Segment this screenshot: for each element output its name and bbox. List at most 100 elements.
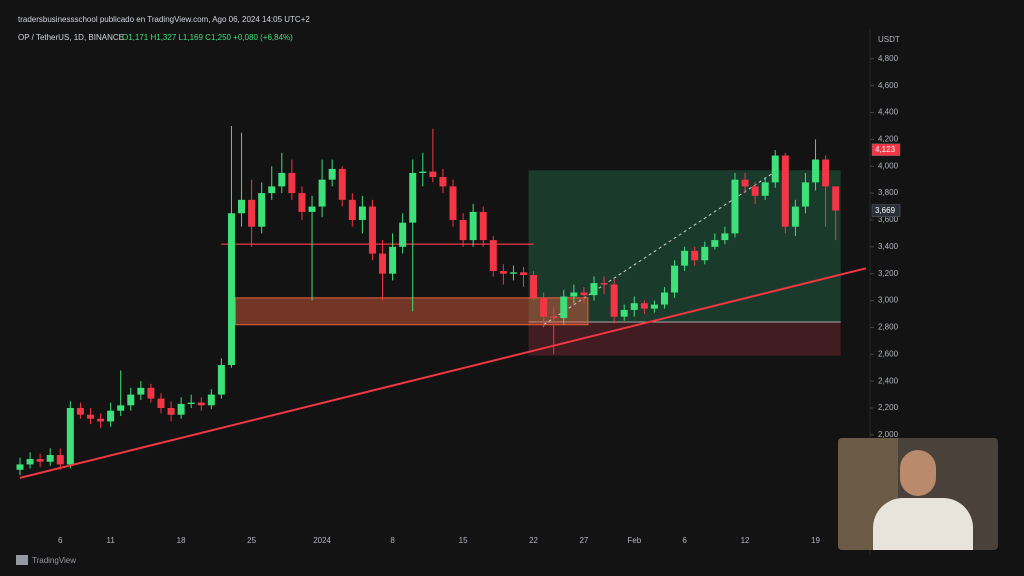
- candle-body: [147, 387, 155, 399]
- candle-body: [449, 186, 457, 220]
- candle-body: [298, 193, 306, 212]
- candle-body: [741, 179, 749, 187]
- candle-body: [97, 418, 105, 422]
- candle-body: [781, 155, 789, 227]
- candle-body: [832, 186, 840, 211]
- candle-body: [812, 159, 820, 183]
- y-tick-label: 3,800: [878, 188, 899, 197]
- candle-body: [399, 222, 407, 247]
- candle-body: [479, 211, 487, 241]
- candle-body: [429, 171, 437, 177]
- candle-body: [459, 219, 467, 241]
- candle-body: [489, 240, 497, 272]
- candle-body: [681, 250, 689, 266]
- candle-body: [288, 172, 296, 194]
- candle-body: [650, 304, 658, 309]
- candle-body: [389, 246, 397, 274]
- candle-body: [217, 365, 225, 395]
- candle-body: [731, 179, 739, 234]
- y-tick-label: 3,000: [878, 296, 899, 305]
- candle-body: [328, 168, 336, 180]
- candle-body: [711, 240, 719, 247]
- candle-body: [540, 297, 548, 317]
- candle-body: [318, 179, 326, 207]
- candle-body: [530, 275, 538, 298]
- candle-body: [157, 398, 165, 409]
- y-tick-label: 2,800: [878, 323, 899, 332]
- candle-body: [248, 199, 256, 227]
- candle-body: [721, 233, 729, 241]
- candle-body: [137, 387, 145, 395]
- x-tick-label: 6: [58, 536, 63, 545]
- projection: [543, 171, 776, 326]
- candle-body: [660, 292, 668, 305]
- candle-body: [16, 464, 24, 470]
- candle-body: [207, 394, 215, 406]
- x-tick-label: 11: [106, 536, 115, 545]
- candle-body: [509, 272, 517, 274]
- publisher: tradersbusinessschool publicado en Tradi…: [18, 15, 310, 24]
- candle-body: [56, 455, 64, 465]
- candle-body: [520, 272, 527, 276]
- candle-body: [550, 316, 558, 319]
- candle-body: [570, 292, 578, 297]
- y-tick-label: 2,600: [878, 349, 899, 358]
- y-tick-label: 2,000: [878, 430, 899, 439]
- candle-body: [197, 402, 205, 406]
- price-label: 3,669: [875, 206, 896, 215]
- candle-body: [167, 408, 175, 415]
- candle-body: [671, 265, 679, 293]
- candle-body: [751, 186, 759, 196]
- x-tick-label: 22: [529, 536, 538, 545]
- y-tick-label: 2,400: [878, 376, 899, 385]
- candle-body: [580, 292, 588, 296]
- candle-body: [268, 186, 276, 194]
- candle-body: [258, 193, 266, 227]
- candle-body: [791, 206, 799, 227]
- ohlc-info: O1,171 H1,327 L1,169 C1,250 +0,080 (+6,8…: [122, 33, 293, 42]
- candle-body: [227, 213, 235, 366]
- x-tick-label: 25: [247, 536, 256, 545]
- x-tick-label: 12: [741, 536, 750, 545]
- candle-body: [630, 303, 638, 310]
- price-label: 4,123: [875, 145, 896, 154]
- logo: [16, 555, 28, 565]
- candle-body: [620, 309, 628, 317]
- webcam-face: [900, 450, 936, 496]
- y-tick-label: 2,200: [878, 403, 899, 412]
- candle-body: [187, 402, 195, 404]
- candle-body: [238, 199, 246, 214]
- candle-body: [761, 182, 769, 196]
- candle-body: [640, 303, 648, 309]
- candle-body: [469, 211, 477, 241]
- x-tick-label: Feb: [627, 536, 641, 545]
- footer: TradingView: [32, 556, 76, 565]
- x-tick-label: 8: [390, 536, 395, 545]
- y-tick-label: 4,800: [878, 54, 899, 63]
- x-tick-label: 15: [459, 536, 468, 545]
- candle-body: [66, 408, 74, 465]
- price-label-bg: [871, 204, 901, 217]
- candle-body: [278, 172, 286, 187]
- x-tick-label: 19: [811, 536, 820, 545]
- candle-body: [107, 410, 115, 422]
- x-tick-label: 27: [579, 536, 588, 545]
- y-tick-label: 4,400: [878, 108, 899, 117]
- candle-body: [177, 403, 185, 415]
- candle-body: [127, 394, 135, 406]
- candle-body: [409, 172, 417, 223]
- y-tick-label: 4,600: [878, 81, 899, 90]
- candle-body: [368, 206, 376, 254]
- price-label-bg: [871, 143, 901, 156]
- candle-body: [358, 206, 366, 220]
- y-tick-label: 4,000: [878, 161, 899, 170]
- candle-body: [771, 155, 779, 183]
- x-tick-label: 6: [682, 536, 687, 545]
- candle-body: [308, 206, 316, 212]
- candle-body: [348, 199, 356, 220]
- candle-body: [338, 168, 346, 200]
- candle-body: [801, 182, 809, 207]
- candle-body: [691, 250, 699, 261]
